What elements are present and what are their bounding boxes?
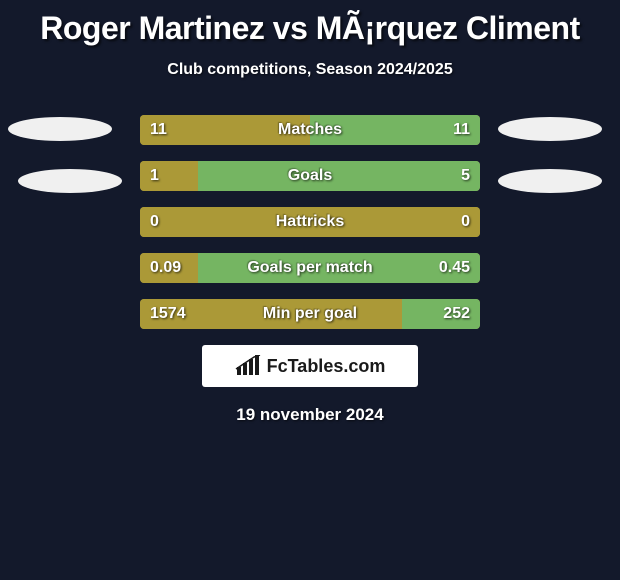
bar-right [310, 115, 480, 145]
logo-text: FcTables.com [267, 356, 386, 377]
stat-row: 0.090.45Goals per match [140, 253, 480, 283]
bar-left [140, 161, 198, 191]
stat-row: 00Hattricks [140, 207, 480, 237]
bar-right [402, 299, 480, 329]
comparison-chart: 1111Matches 15Goals 00Hattricks 0.090.45Goa… [0, 109, 620, 329]
chart-icon [235, 355, 261, 377]
bar-left [140, 207, 480, 237]
stat-row: 1111Matches [140, 115, 480, 145]
player-ellipse-0 [8, 117, 112, 141]
stat-row: 1574252Min per goal [140, 299, 480, 329]
bar-left [140, 299, 402, 329]
bar-left [140, 115, 310, 145]
logo-box: FcTables.com [202, 345, 418, 387]
page-title: Roger Martinez vs MÃ¡rquez Climent [0, 0, 620, 47]
date-label: 19 november 2024 [0, 405, 620, 425]
player-ellipse-1 [18, 169, 122, 193]
player-ellipse-2 [498, 117, 602, 141]
player-ellipse-3 [498, 169, 602, 193]
subtitle: Club competitions, Season 2024/2025 [0, 61, 620, 79]
stat-row: 15Goals [140, 161, 480, 191]
bar-left [140, 253, 198, 283]
bar-right [198, 253, 480, 283]
bar-right [198, 161, 480, 191]
